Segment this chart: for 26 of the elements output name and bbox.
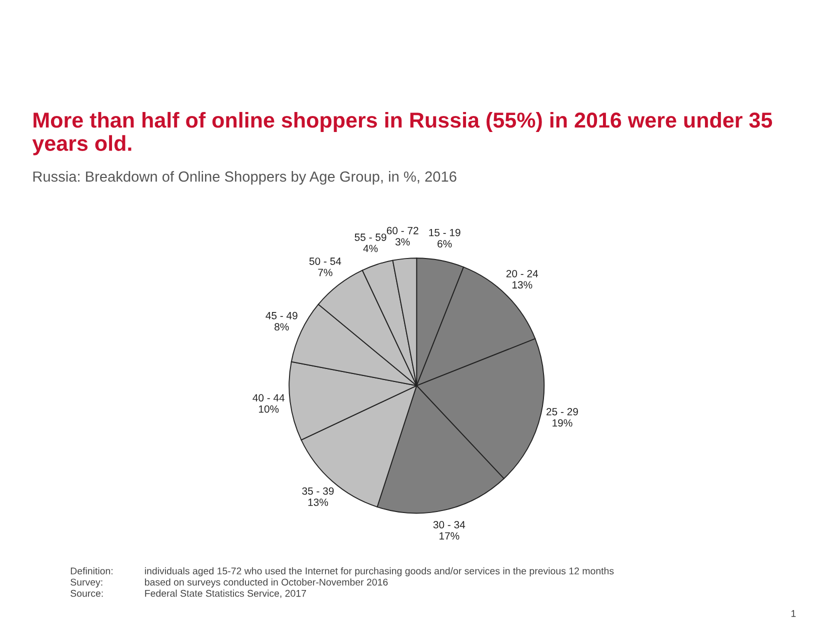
slice-label: 15 - 19 [429,228,460,236]
chart-title: More than half of online shoppers in Russia (55%) in 2016 were under 35 years old. [32,112,772,156]
data-label: 3% [395,238,410,246]
data-label: 13% [308,498,328,506]
slice-label: 50 - 54 [309,258,342,265]
text: Definition: individuals aged 15-72 who used the Internet for purchasing goods and/or services in the previous 12 months [70,567,614,576]
slice-label: 25 - 29 [546,408,578,416]
text: Survey: based on surveys conducted in October-November 2016 [70,578,388,588]
slice-label: 40 - 44 [252,394,285,402]
slice-label: 60 - 72 [386,226,418,234]
slice-label: 35 - 39 [302,487,334,495]
data-label: 8% [274,323,289,331]
data-label: 17% [440,532,460,540]
slice-label: 30 - 34 [433,521,466,528]
data-label: 7% [318,268,332,276]
slice-label: 20 - 24 [506,270,538,278]
slice-label: 45 - 49 [266,312,298,320]
data-label: 6% [438,240,452,248]
data-label: 13% [512,281,532,289]
data-label: 4% [363,244,378,252]
text: 1 [791,610,796,617]
chart-subtitle: Russia: Breakdown of Online Shoppers by Age Group, in %, 2016 [33,171,456,185]
data-label: 19% [552,419,572,427]
slice-label: 55 - 59 [354,234,386,241]
text: Source: Federal State Statistics Service, 2017 [70,590,306,598]
data-label: 10% [258,405,279,413]
